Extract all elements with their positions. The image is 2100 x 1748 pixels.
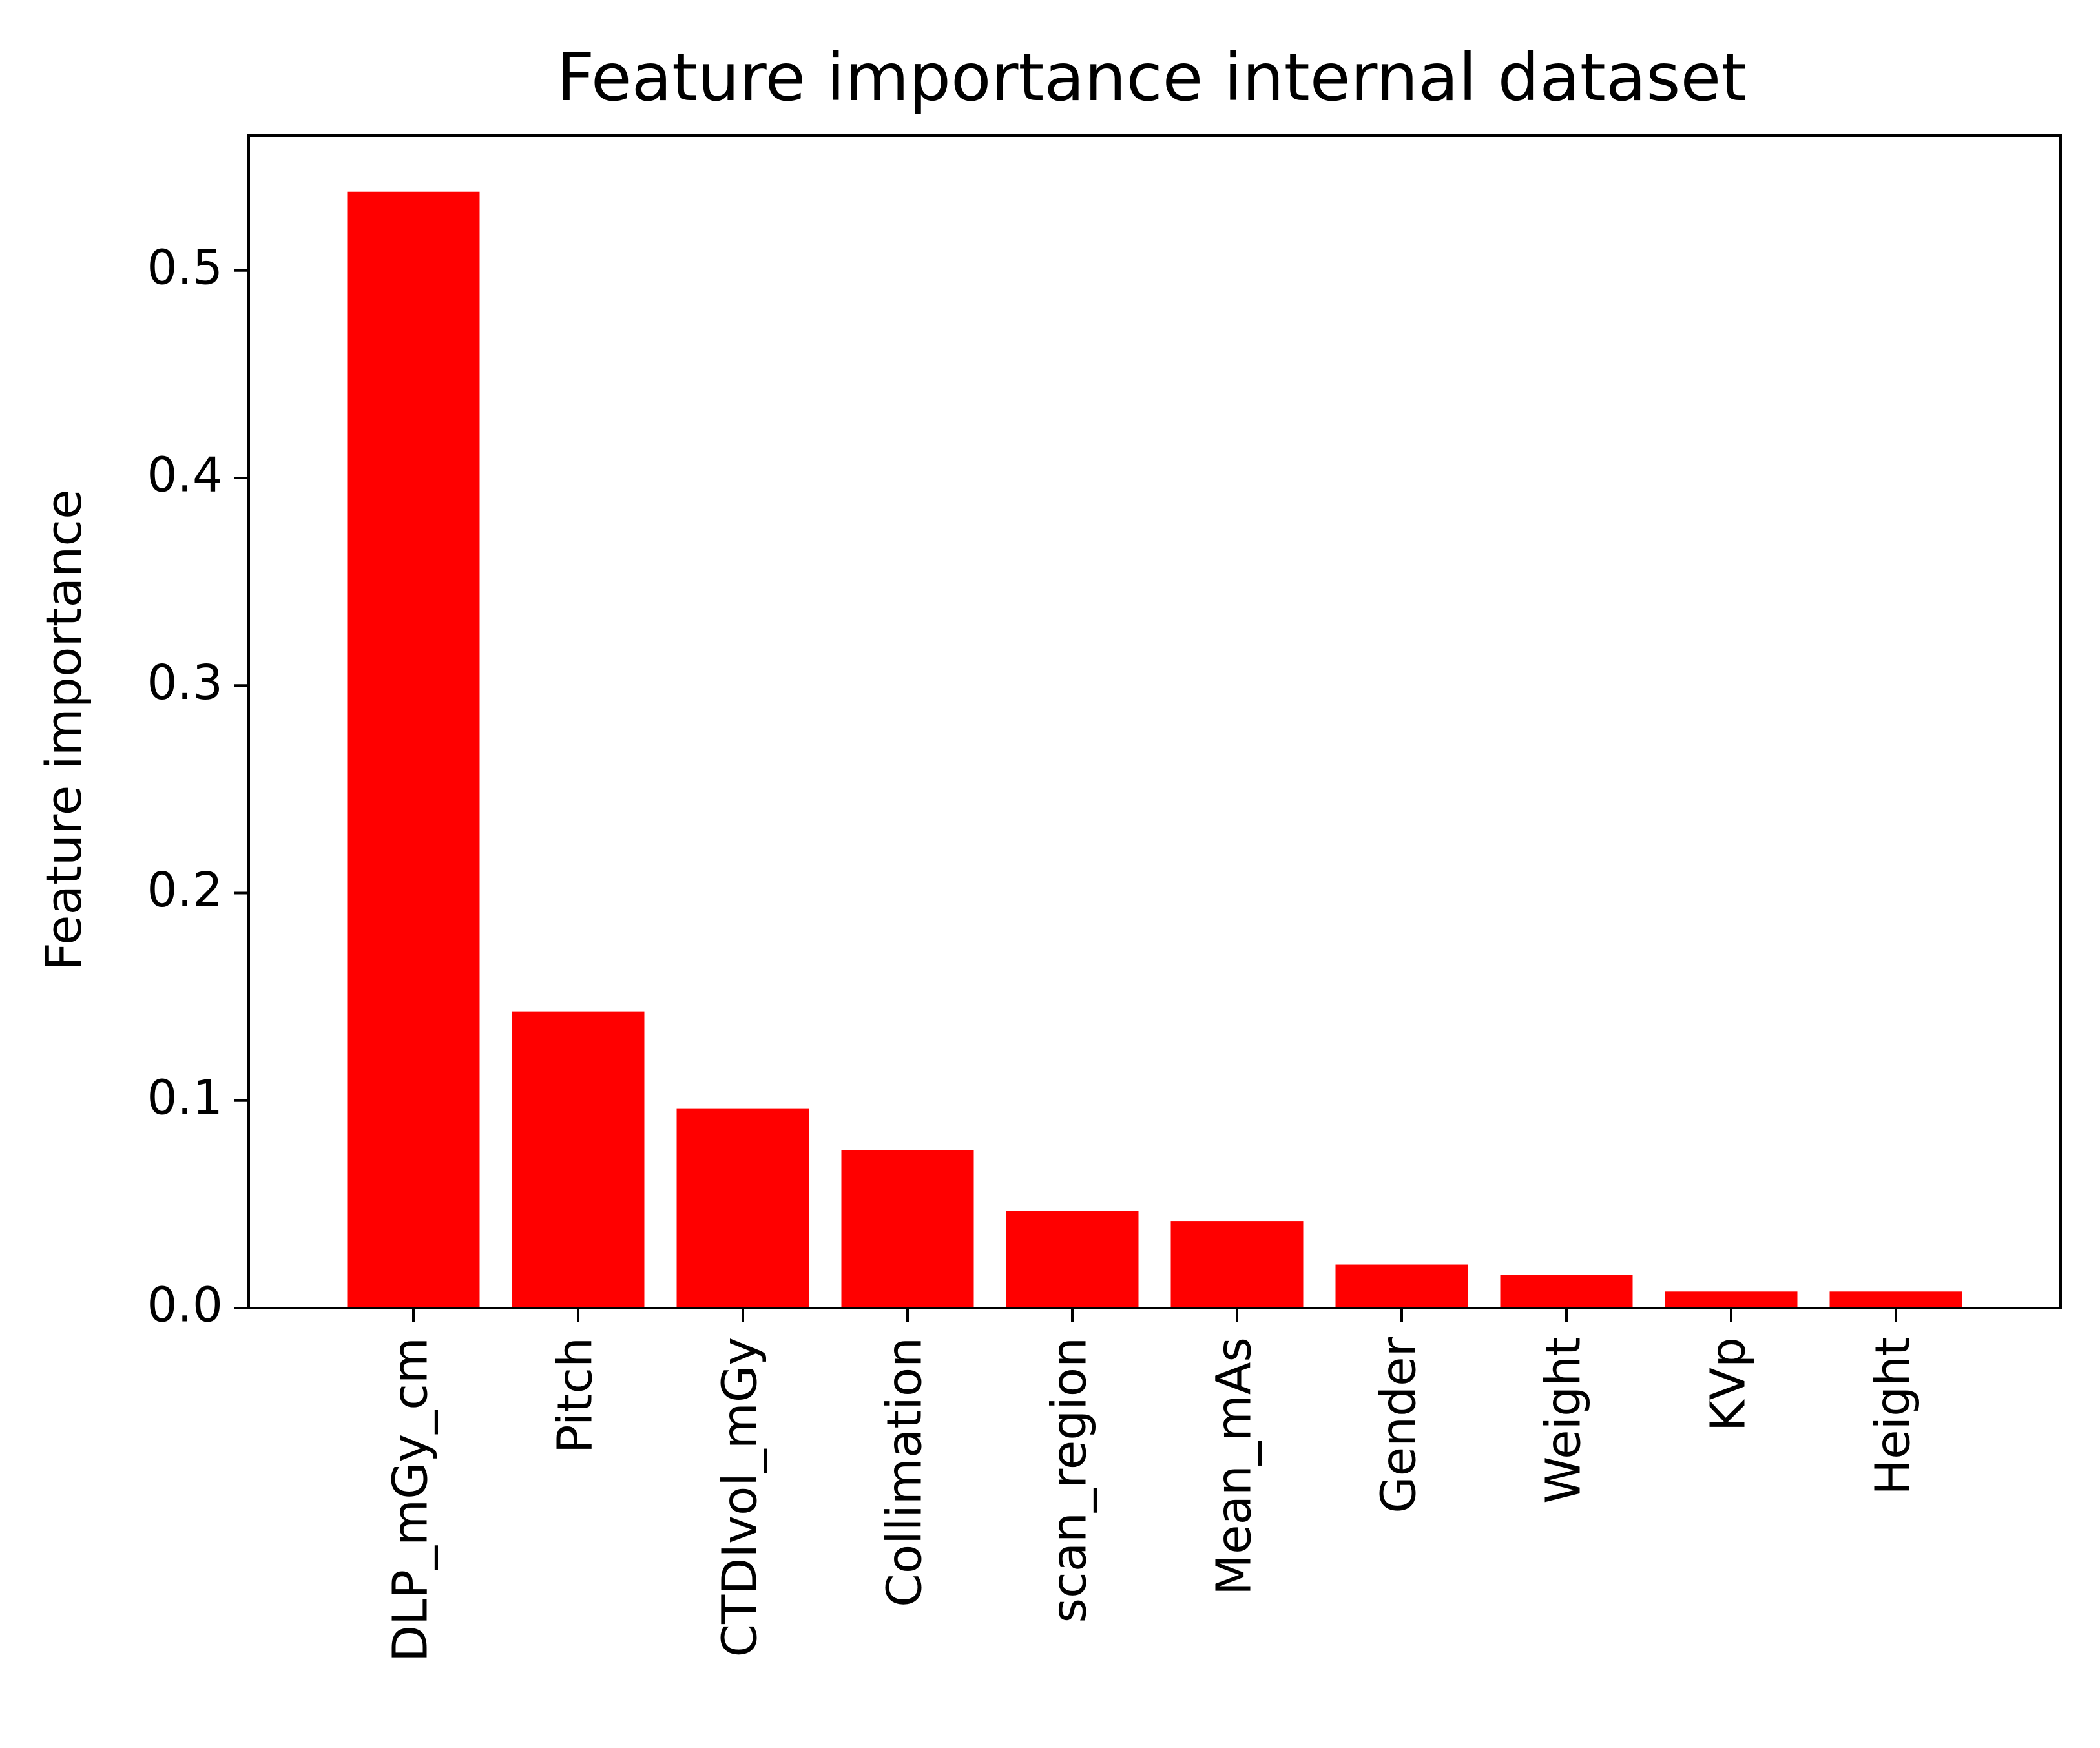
bar-Height — [1829, 1291, 1962, 1308]
bar-scan_region — [1006, 1211, 1139, 1308]
bar-Collimation — [841, 1150, 974, 1308]
x-tick-label: DLP_mGy_cm — [383, 1337, 439, 1662]
bar-DLP_mGy_cm — [347, 191, 480, 1309]
plot-frame — [247, 134, 2062, 1309]
y-tick-label: 0.3 — [147, 655, 223, 711]
x-tick-label: KVp — [1701, 1337, 1756, 1431]
chart-title: Feature importance internal dataset — [557, 39, 1747, 116]
x-tick-label: CTDIvol_mGy — [712, 1337, 768, 1658]
y-tick-label: 0.4 — [147, 448, 223, 503]
bars-layer — [347, 191, 1962, 1309]
y-tick-label: 0.0 — [147, 1278, 223, 1333]
bar-KVp — [1665, 1291, 1798, 1308]
bar-Weight — [1500, 1275, 1633, 1308]
x-tick-label: scan_region — [1042, 1337, 1097, 1623]
x-tick-label: Collimation — [877, 1337, 933, 1607]
bar-Mean_mAs — [1170, 1221, 1304, 1308]
y-axis-label: Feature importance — [35, 489, 92, 971]
y-tick-label: 0.5 — [147, 240, 223, 295]
y-axis-ticks: 0.0 0.1 0.2 0.3 0.4 0.5 — [147, 240, 249, 1333]
x-axis-ticks: DLP_mGy_cm Pitch CTDIvol_mGy Collimation sca… — [383, 1308, 1921, 1662]
bar-Pitch — [512, 1011, 645, 1308]
bar-Gender — [1335, 1264, 1468, 1308]
x-tick-label: Height — [1866, 1337, 1921, 1495]
x-tick-label: Gender — [1371, 1337, 1427, 1513]
bar-CTDIvol_mGy — [676, 1108, 809, 1308]
y-tick-label: 0.2 — [147, 862, 223, 918]
y-tick-label: 0.1 — [147, 1070, 223, 1125]
x-tick-label: Mean_mAs — [1207, 1337, 1262, 1596]
x-tick-label: Weight — [1536, 1337, 1592, 1504]
x-tick-label: Pitch — [548, 1337, 603, 1453]
